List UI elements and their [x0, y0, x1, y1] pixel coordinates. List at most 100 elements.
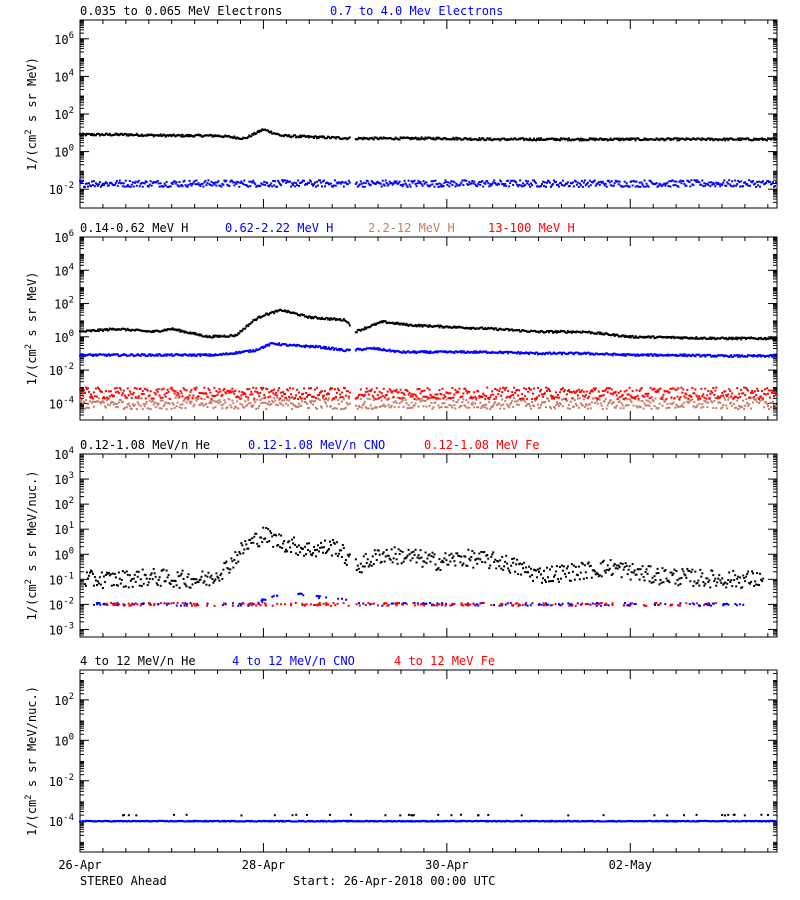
data-point [741, 405, 744, 408]
data-point [344, 181, 347, 184]
data-point [328, 388, 331, 391]
data-point [137, 395, 140, 398]
data-point [209, 354, 212, 357]
data-point [436, 393, 439, 396]
data-point [189, 353, 192, 356]
data-point [717, 182, 720, 185]
data-point [428, 185, 431, 188]
data-point [317, 393, 320, 396]
data-point [118, 179, 121, 182]
data-point [682, 388, 685, 391]
data-point [587, 395, 590, 398]
data-point [106, 403, 109, 406]
data-point [193, 387, 196, 390]
data-point [191, 397, 194, 400]
data-point [277, 389, 280, 392]
data-point [140, 584, 143, 587]
data-point [421, 184, 424, 187]
data-point [412, 350, 415, 353]
data-point [642, 407, 645, 410]
data-point [193, 403, 196, 406]
legend-entry: 2.2-12 MeV H [368, 221, 455, 235]
data-point [563, 389, 566, 392]
data-point [364, 348, 367, 351]
data-point [91, 572, 94, 575]
data-point [262, 183, 265, 186]
data-point [546, 397, 549, 400]
data-point [408, 137, 411, 140]
data-point [320, 185, 323, 188]
data-point [144, 397, 147, 400]
data-point [125, 406, 128, 409]
data-point [726, 181, 729, 184]
data-point [121, 570, 124, 573]
data-point [206, 395, 209, 398]
series-0 [79, 128, 778, 142]
data-point [279, 397, 282, 400]
data-point [376, 393, 379, 396]
data-point [472, 396, 475, 399]
data-point [272, 310, 275, 313]
data-point [192, 405, 195, 408]
data-point [654, 353, 657, 356]
data-point [111, 572, 114, 575]
data-point [459, 350, 462, 353]
data-point [315, 180, 318, 183]
data-point [493, 402, 496, 405]
data-point [554, 391, 557, 394]
data-point [214, 406, 217, 409]
data-point [222, 183, 225, 186]
data-point [366, 397, 369, 400]
data-point [633, 137, 636, 140]
data-point [285, 343, 288, 346]
data-point [653, 405, 656, 408]
data-point [545, 389, 548, 392]
y-tick-label: 104 [54, 262, 74, 278]
data-point [552, 179, 555, 182]
data-point [361, 138, 364, 141]
data-point [406, 185, 409, 188]
data-point [381, 137, 384, 140]
data-point [752, 401, 755, 404]
data-point [693, 392, 696, 395]
data-point [202, 392, 205, 395]
data-point [194, 397, 197, 400]
data-point [636, 353, 639, 356]
data-point [336, 399, 339, 402]
data-point [607, 179, 610, 182]
data-point [104, 406, 107, 409]
data-point [501, 351, 504, 354]
data-point [467, 401, 470, 404]
data-point [280, 403, 283, 406]
data-point [156, 583, 159, 586]
data-point [122, 389, 125, 392]
data-point [757, 338, 760, 341]
data-point [709, 392, 712, 395]
data-point [430, 395, 433, 398]
data-point [199, 184, 202, 187]
data-point [478, 394, 481, 397]
data-point [270, 130, 273, 133]
data-point [285, 181, 288, 184]
data-point [133, 403, 136, 406]
data-point [531, 398, 534, 401]
data-point [245, 405, 248, 408]
data-point [419, 400, 422, 403]
data-point [289, 180, 292, 183]
data-point [752, 391, 755, 394]
data-point [744, 336, 747, 339]
data-point [589, 407, 592, 410]
data-point [659, 387, 662, 390]
data-point [761, 137, 764, 140]
data-point [506, 395, 509, 398]
data-point [180, 135, 183, 138]
data-point [690, 395, 693, 398]
data-point [728, 388, 731, 391]
data-point [136, 396, 139, 399]
data-point [311, 344, 314, 347]
data-point [298, 184, 301, 187]
data-point [583, 405, 586, 408]
data-point [570, 391, 573, 394]
data-point [282, 180, 285, 183]
data-point [289, 387, 292, 390]
